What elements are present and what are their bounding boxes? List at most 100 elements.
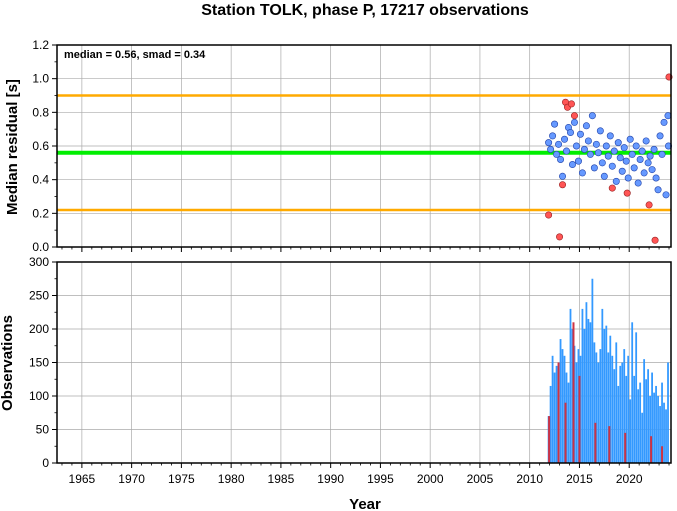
x-tick-label: 1970 bbox=[118, 472, 145, 486]
x-tick-label: 2015 bbox=[566, 472, 593, 486]
observation-bar bbox=[605, 325, 608, 463]
residual-point bbox=[620, 144, 628, 152]
observation-bar bbox=[633, 375, 636, 463]
residual-y-tick-label: 1.2 bbox=[32, 38, 49, 52]
residual-point bbox=[580, 145, 588, 153]
outlier-bars bbox=[548, 322, 664, 463]
observations-y-tick-label: 0 bbox=[42, 456, 49, 470]
observation-bar bbox=[561, 349, 564, 463]
residual-point bbox=[622, 157, 630, 165]
x-tick-label: 1975 bbox=[168, 472, 195, 486]
observation-bar bbox=[559, 339, 562, 463]
observation-bar bbox=[601, 308, 604, 463]
residual-points bbox=[545, 73, 673, 244]
observation-bar bbox=[627, 355, 630, 463]
residual-point bbox=[598, 159, 606, 167]
residual-point bbox=[628, 150, 636, 158]
outlier-bar bbox=[578, 375, 581, 463]
observation-bar bbox=[641, 412, 644, 463]
outlier-bar bbox=[557, 362, 560, 463]
residual-point bbox=[594, 149, 602, 157]
observation-bar bbox=[583, 329, 586, 463]
outlier-point bbox=[559, 181, 567, 189]
observations-y-tick-label: 200 bbox=[29, 322, 49, 336]
observations-y-axis-label: Observations bbox=[0, 315, 16, 411]
observation-bar bbox=[551, 355, 554, 463]
residual-point bbox=[576, 130, 584, 138]
residual-point bbox=[652, 174, 660, 182]
observation-bar bbox=[569, 308, 572, 463]
residual-point bbox=[640, 169, 648, 177]
observation-bar bbox=[619, 365, 622, 463]
residual-point bbox=[572, 142, 580, 150]
outlier-point bbox=[570, 112, 578, 120]
residual-point bbox=[547, 145, 555, 153]
observation-bar bbox=[589, 322, 592, 463]
outlier-bar bbox=[548, 416, 551, 463]
residual-point bbox=[606, 132, 614, 140]
residual-point bbox=[608, 162, 616, 170]
residual-point bbox=[590, 164, 598, 172]
outlier-bar bbox=[624, 432, 627, 463]
residual-point bbox=[644, 159, 652, 167]
residual-panel: 0.0 0.2 0.4 0.6 0.8 1.0 1.2 median = 0.56, sma… bbox=[4, 38, 673, 254]
observation-bar bbox=[635, 332, 638, 463]
observation-bar bbox=[661, 382, 663, 463]
observation-bar bbox=[597, 362, 600, 463]
residual-point bbox=[642, 137, 650, 145]
residual-point bbox=[658, 150, 666, 158]
observations-x-ticks: 1965 1970 1975 1980 1985 1990 1995 2000 2005 2010… bbox=[61, 463, 670, 486]
residual-point bbox=[568, 161, 576, 169]
observation-bar bbox=[659, 406, 661, 463]
x-tick-label: 2020 bbox=[616, 472, 643, 486]
residual-point bbox=[582, 122, 590, 130]
residual-point bbox=[630, 164, 638, 172]
observation-bar bbox=[611, 355, 614, 463]
observation-bar bbox=[655, 385, 657, 463]
stats-annotation: median = 0.56, smad = 0.34 bbox=[64, 49, 206, 61]
residual-point bbox=[624, 174, 632, 182]
residual-point bbox=[646, 152, 654, 160]
residual-y-tick-label: 0.6 bbox=[32, 139, 49, 153]
residual-point bbox=[561, 135, 569, 143]
outlier-point bbox=[567, 100, 575, 108]
observation-bar bbox=[663, 402, 665, 463]
x-axis-label: Year bbox=[349, 496, 381, 511]
residual-point bbox=[638, 147, 646, 155]
observation-bar bbox=[587, 318, 590, 463]
residual-point bbox=[660, 118, 668, 126]
residual-point bbox=[586, 150, 594, 158]
outlier-point bbox=[545, 211, 553, 219]
residual-point bbox=[616, 154, 624, 162]
observation-bar bbox=[649, 396, 651, 463]
observation-bar bbox=[657, 396, 659, 463]
observation-bar bbox=[623, 349, 626, 463]
observation-bar bbox=[667, 362, 669, 463]
residual-point bbox=[610, 147, 618, 155]
observation-bar bbox=[643, 359, 646, 463]
observation-bar bbox=[553, 372, 556, 463]
outlier-bar bbox=[608, 426, 611, 463]
x-tick-label: 1965 bbox=[69, 472, 96, 486]
outlier-bar bbox=[650, 436, 653, 463]
residual-point bbox=[551, 120, 559, 128]
observation-bar bbox=[653, 392, 655, 463]
residual-point bbox=[584, 137, 592, 145]
outlier-point bbox=[651, 236, 659, 244]
observations-plot-frame bbox=[56, 261, 672, 464]
residual-point bbox=[553, 150, 561, 158]
residual-point bbox=[559, 172, 567, 180]
residual-point bbox=[662, 191, 670, 199]
observation-bar bbox=[647, 369, 650, 463]
observations-y-tick-label: 300 bbox=[29, 255, 49, 269]
x-tick-label: 1985 bbox=[268, 472, 295, 486]
residual-point bbox=[555, 140, 563, 148]
residual-point bbox=[612, 177, 620, 185]
observation-bar bbox=[665, 409, 667, 463]
residual-point bbox=[632, 142, 640, 150]
x-tick-label: 1995 bbox=[367, 472, 394, 486]
observation-bar bbox=[631, 322, 634, 463]
residual-y-tick-label: 0.8 bbox=[32, 105, 49, 119]
